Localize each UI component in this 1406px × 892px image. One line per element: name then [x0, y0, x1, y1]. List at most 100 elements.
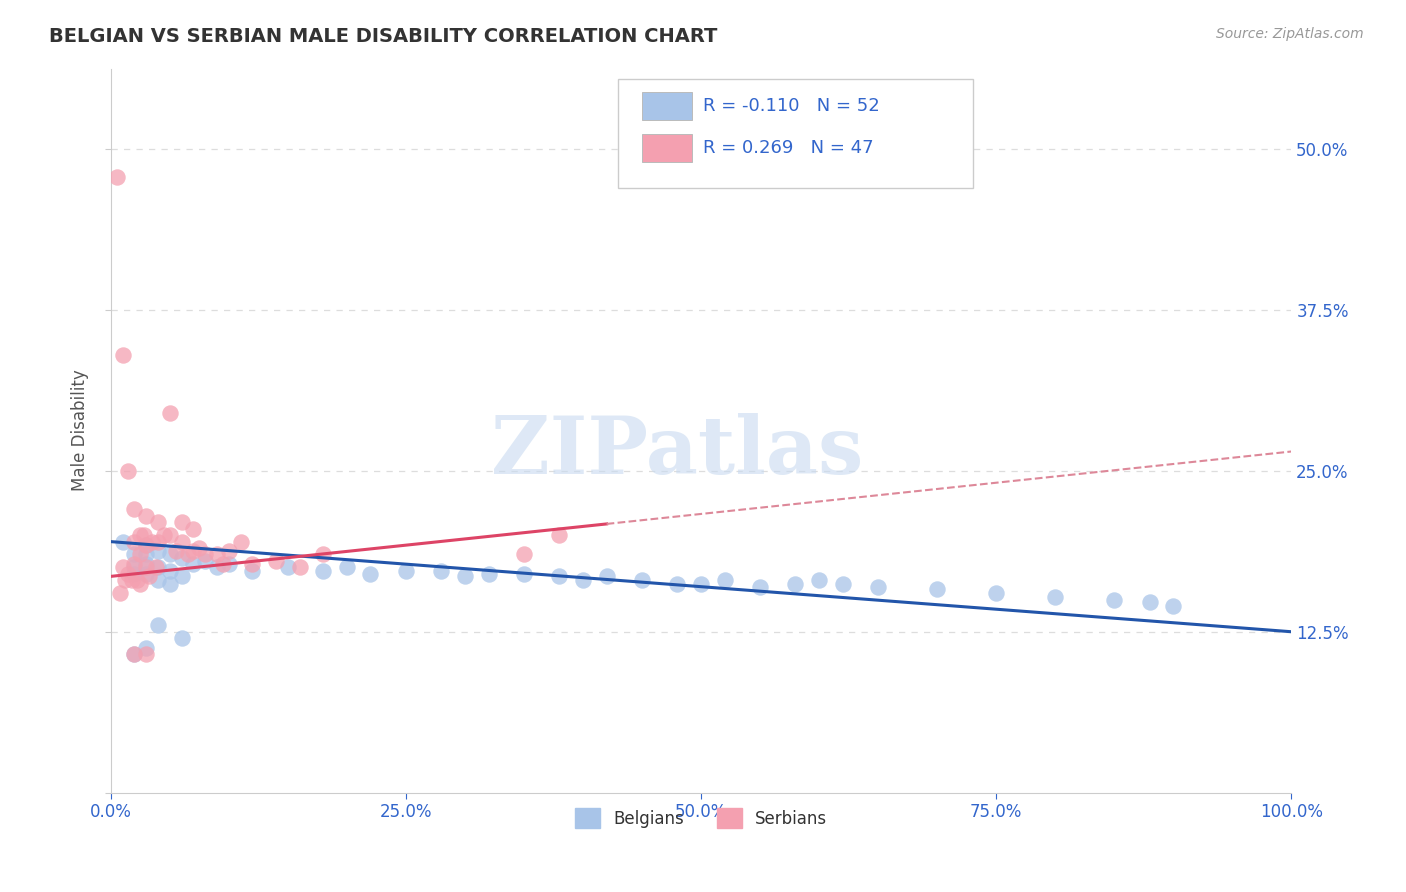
- Point: [868, 580, 890, 594]
- Point: [159, 577, 181, 591]
- Point: [277, 560, 299, 574]
- Point: [124, 566, 146, 581]
- Point: [1161, 599, 1184, 613]
- Point: [146, 516, 169, 530]
- Point: [595, 569, 617, 583]
- Point: [666, 577, 689, 591]
- Point: [572, 573, 595, 587]
- Point: [121, 573, 143, 587]
- Point: [927, 582, 949, 597]
- Point: [135, 539, 157, 553]
- Point: [146, 618, 169, 632]
- Point: [170, 551, 193, 566]
- Point: [1045, 590, 1067, 604]
- Point: [111, 534, 134, 549]
- Point: [548, 569, 571, 583]
- Point: [124, 502, 146, 516]
- Point: [135, 557, 157, 571]
- FancyBboxPatch shape: [643, 93, 692, 120]
- Point: [713, 573, 735, 587]
- Point: [188, 541, 211, 555]
- Point: [146, 560, 169, 574]
- Point: [117, 566, 139, 581]
- Point: [129, 577, 152, 591]
- Point: [194, 548, 217, 562]
- Point: [749, 580, 772, 594]
- Point: [477, 566, 499, 581]
- Point: [513, 548, 536, 562]
- Point: [135, 641, 157, 656]
- Point: [135, 539, 157, 553]
- Point: [430, 564, 453, 578]
- Point: [631, 573, 654, 587]
- Point: [170, 534, 193, 549]
- Text: BELGIAN VS SERBIAN MALE DISABILITY CORRELATION CHART: BELGIAN VS SERBIAN MALE DISABILITY CORRE…: [49, 27, 717, 45]
- Point: [146, 534, 169, 549]
- Point: [124, 647, 146, 661]
- Point: [312, 564, 335, 578]
- Point: [808, 573, 831, 587]
- Point: [360, 566, 382, 581]
- Point: [159, 528, 181, 542]
- Point: [205, 560, 228, 574]
- Point: [132, 528, 155, 542]
- Point: [159, 548, 181, 562]
- Point: [183, 522, 205, 536]
- Point: [124, 548, 146, 562]
- Point: [205, 548, 228, 562]
- Point: [159, 406, 181, 420]
- Point: [183, 557, 205, 571]
- Point: [153, 528, 176, 542]
- Point: [264, 554, 287, 568]
- Point: [212, 557, 235, 571]
- Point: [395, 564, 418, 578]
- Point: [785, 577, 807, 591]
- Point: [124, 557, 146, 571]
- Point: [105, 170, 128, 185]
- Point: [135, 508, 157, 523]
- Point: [170, 569, 193, 583]
- Point: [986, 586, 1008, 600]
- Point: [138, 569, 160, 583]
- Point: [135, 560, 157, 574]
- Point: [336, 560, 359, 574]
- Point: [124, 560, 146, 574]
- Point: [111, 348, 134, 362]
- Point: [108, 586, 131, 600]
- Point: [135, 647, 157, 661]
- Point: [141, 534, 163, 549]
- FancyBboxPatch shape: [619, 79, 973, 188]
- Point: [129, 528, 152, 542]
- Point: [146, 573, 169, 587]
- Point: [1139, 595, 1161, 609]
- Point: [135, 566, 157, 581]
- Point: [176, 548, 198, 562]
- FancyBboxPatch shape: [643, 135, 692, 162]
- Point: [170, 516, 193, 530]
- Point: [1102, 592, 1125, 607]
- Point: [229, 534, 252, 549]
- Point: [135, 548, 157, 562]
- Point: [242, 557, 264, 571]
- Text: R = -0.110   N = 52: R = -0.110 N = 52: [703, 97, 880, 115]
- Point: [125, 573, 148, 587]
- Point: [690, 577, 713, 591]
- Point: [159, 564, 181, 578]
- Text: Source: ZipAtlas.com: Source: ZipAtlas.com: [1216, 27, 1364, 41]
- Text: R = 0.269   N = 47: R = 0.269 N = 47: [703, 139, 875, 157]
- Point: [454, 569, 477, 583]
- Point: [218, 543, 240, 558]
- Point: [146, 543, 169, 558]
- Point: [145, 560, 167, 574]
- Point: [170, 631, 193, 645]
- Point: [111, 560, 134, 574]
- Point: [114, 573, 136, 587]
- Text: ZIPatlas: ZIPatlas: [491, 413, 863, 491]
- Point: [513, 566, 536, 581]
- Point: [831, 577, 853, 591]
- Point: [124, 647, 146, 661]
- Point: [548, 528, 571, 542]
- Point: [288, 560, 311, 574]
- Point: [117, 464, 139, 478]
- Point: [165, 543, 187, 558]
